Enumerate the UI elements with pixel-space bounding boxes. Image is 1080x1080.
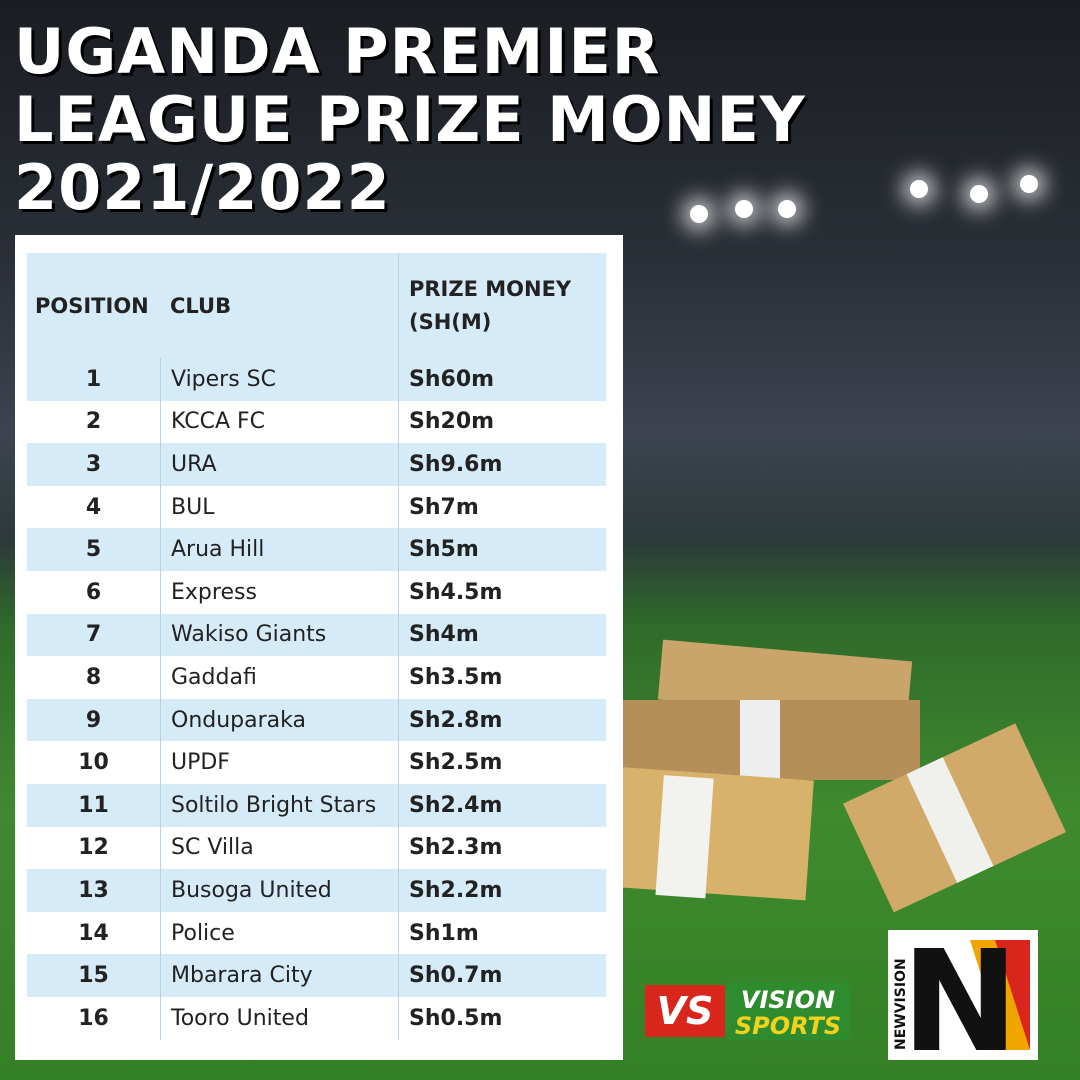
club: Onduparaka — [160, 698, 398, 742]
column-header: PRIZE MONEY (SH(M) — [398, 253, 606, 358]
club: Tooro United — [160, 996, 398, 1040]
title-line: LEAGUE PRIZE MONEY — [14, 83, 806, 156]
prize-money: Sh60m — [398, 358, 606, 401]
band — [906, 757, 994, 883]
stadium-light — [778, 200, 796, 218]
position: 13 — [78, 877, 109, 903]
band — [655, 775, 714, 899]
prize-money: Sh2.3m — [398, 826, 606, 870]
vision-badge — [725, 982, 850, 1040]
column-header: POSITION — [35, 293, 149, 318]
position: 7 — [85, 622, 102, 648]
table-row: 8 Gaddafi Sh3.5m — [27, 656, 606, 699]
prize-money: Sh4m — [398, 613, 606, 657]
position: 6 — [85, 579, 102, 605]
title: UGANDA PREMIER LEAGUE PRIZE MONEY 2021/2… — [14, 18, 806, 222]
club: Wakiso Giants — [160, 613, 398, 657]
prize-money: Sh2.8m — [398, 698, 606, 742]
position: 1 — [85, 366, 102, 392]
table-row: 10 UPDF Sh2.5m — [27, 741, 606, 784]
title-line: UGANDA PREMIER — [14, 15, 661, 88]
stadium-light — [690, 205, 708, 223]
prize-table: POSITION CLUB PRIZE MONEY (SH(M) 1 Vipers… — [27, 253, 606, 1040]
prize-money: Sh0.5m — [398, 996, 606, 1040]
position: 16 — [78, 1005, 109, 1031]
table-row: 7 Wakiso Giants Sh4m — [27, 613, 606, 657]
stadium-light — [970, 185, 988, 203]
prize-money: Sh3.5m — [398, 656, 606, 699]
club: URA — [160, 443, 398, 486]
position: 5 — [85, 537, 102, 563]
club: Police — [160, 911, 398, 955]
vision-logo: VISION — [741, 986, 835, 1014]
table-row: 11 Soltilo Bright Stars Sh2.4m — [27, 783, 606, 827]
club: KCCA FC — [160, 400, 398, 444]
stadium-light — [1020, 175, 1038, 193]
club: Soltilo Bright Stars — [160, 783, 398, 827]
club: Gaddafi — [160, 656, 398, 699]
position: 10 — [78, 750, 109, 776]
prize-money: Sh4.5m — [398, 570, 606, 614]
newvision-logo: NEWVISION — [893, 958, 909, 1050]
prize-money: Sh20m — [398, 400, 606, 444]
club: Vipers SC — [160, 358, 398, 401]
position: 3 — [85, 451, 102, 477]
vs-badge — [645, 985, 725, 1037]
n-logo: N — [901, 921, 1018, 1080]
table-row: 4 BUL Sh7m — [27, 485, 606, 529]
prize-money: Sh5m — [398, 528, 606, 571]
club: Busoga United — [160, 869, 398, 912]
table-row: 6 Express Sh4.5m — [27, 570, 606, 614]
prize-money: Sh9.6m — [398, 443, 606, 486]
position: 4 — [85, 494, 102, 520]
prize-money: Sh7m — [398, 485, 606, 529]
club: Mbarara City — [160, 954, 398, 997]
table-row: 3 URA Sh9.6m — [27, 443, 606, 486]
nv-stripe — [970, 940, 1030, 1050]
club: Arua Hill — [160, 528, 398, 571]
position: 11 — [78, 792, 109, 818]
stadium-light — [910, 180, 928, 198]
position: 2 — [85, 409, 102, 435]
sports-logo: SPORTS — [735, 1012, 841, 1040]
prize-money: Sh0.7m — [398, 954, 606, 997]
position: 12 — [78, 835, 109, 861]
club: Express — [160, 570, 398, 614]
prize-money: Sh1m — [398, 911, 606, 955]
position: 14 — [78, 920, 109, 946]
club: BUL — [160, 485, 398, 529]
table-row: 2 KCCA FC Sh20m — [27, 400, 606, 444]
table-row: 9 Onduparaka Sh2.8m — [27, 698, 606, 742]
table-row: 16 Tooro United Sh0.5m — [27, 996, 606, 1040]
table-row: 13 Busoga United Sh2.2m — [27, 869, 606, 912]
position: 15 — [78, 963, 109, 989]
club: UPDF — [160, 741, 398, 784]
position: 9 — [85, 707, 102, 733]
table-row: 1 Vipers SC Sh60m — [27, 358, 606, 401]
stadium-light — [735, 200, 753, 218]
table-row: 14 Police Sh1m — [27, 911, 606, 955]
prize-money: Sh2.2m — [398, 869, 606, 912]
column-header: CLUB — [170, 293, 232, 318]
prize-money: Sh2.5m — [398, 741, 606, 784]
band — [740, 700, 780, 780]
table-row: 15 Mbarara City Sh0.7m — [27, 954, 606, 997]
table-row: 12 SC Villa Sh2.3m — [27, 826, 606, 870]
table-body: 1 Vipers SC Sh60m 2 KCCA FC Sh20m 3 URA Sh9.6m 4 B… — [27, 358, 606, 1040]
table-header: POSITION CLUB PRIZE MONEY (SH(M) — [27, 253, 606, 358]
title-line: 2021/2022 — [14, 151, 391, 224]
position: 8 — [85, 664, 102, 690]
prize-money: Sh2.4m — [398, 783, 606, 827]
table-row: 5 Arua Hill Sh5m — [27, 528, 606, 571]
club: SC Villa — [160, 826, 398, 870]
vs-logo: VS — [657, 989, 714, 1033]
